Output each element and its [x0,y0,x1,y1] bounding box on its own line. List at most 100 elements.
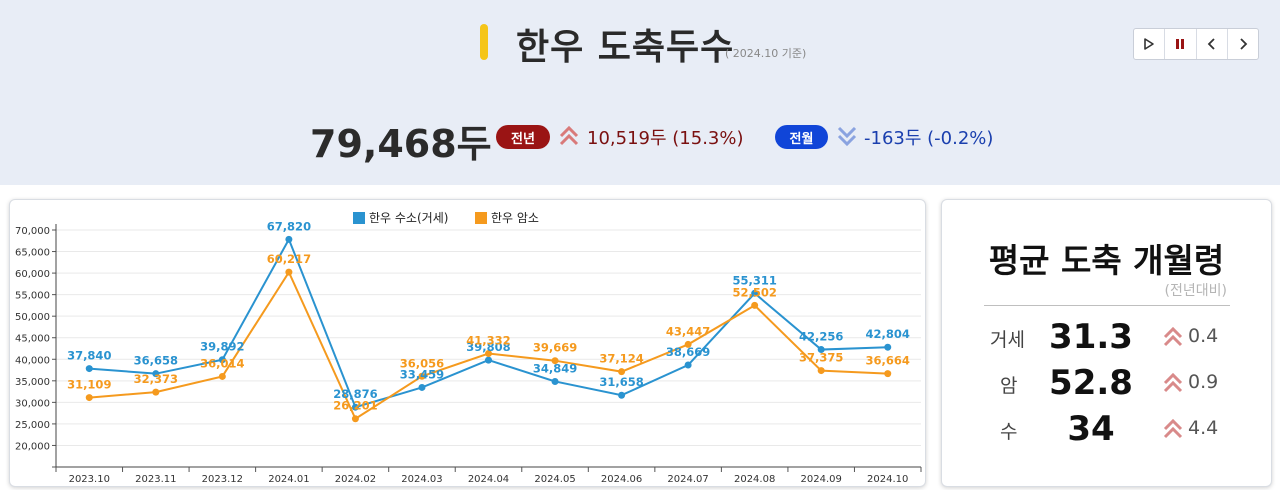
data-point [618,368,626,376]
line-chart-panel: 20,000 25,000 30,000 35,000 40,000 45,000 50,0… [9,199,926,487]
series-line [89,237,888,409]
x-tick-label: 2023.12 [202,474,243,485]
data-point [485,356,492,364]
stat-row-steer: 거세 31.3 0.4 [942,317,1271,357]
average-age-panel: 평균 도축 개월령 (전년대비) 거세 31.3 0.4 암 52.8 0.9 … [941,199,1272,487]
playback-controls [1133,28,1259,60]
legend-swatch [353,212,365,224]
title-accent-bar [480,24,488,60]
data-label: 67,820 [267,219,311,233]
x-tick-label: 2024.02 [335,474,376,485]
data-point [418,372,426,380]
stat-delta: 0.4 [1188,325,1219,347]
stat-row-cow: 암 52.8 0.9 [942,363,1271,403]
line-chart: 20,000 25,000 30,000 35,000 40,000 45,000 50,0… [15,211,922,485]
data-point [817,346,825,354]
data-label: 39,669 [533,341,577,355]
data-point [85,394,93,402]
legend-label: 한우 암소 [491,211,539,225]
data-point [152,388,160,396]
prev-year-delta: 10,519두 (15.3%) [587,128,744,149]
stat-value: 34 [1067,409,1115,449]
data-point [884,343,892,351]
data-label: 37,124 [599,352,643,366]
x-tick-label: 2023.11 [135,474,176,485]
prev-month-delta: -163두 (-0.2%) [864,128,994,149]
data-point [285,268,293,276]
data-label: 36,664 [866,354,910,368]
data-point [285,235,293,243]
average-age-title: 평균 도축 개월령 [988,241,1225,280]
data-point [884,370,892,378]
x-tick-label: 2024.07 [667,474,708,485]
data-label: 39,808 [466,340,510,354]
stat-value: 52.8 [1049,363,1133,403]
divider [984,305,1230,306]
stat-value: 31.3 [1049,317,1133,357]
data-label: 36,056 [400,356,444,370]
data-label: 31,109 [67,378,111,392]
prev-month-badge: 전월 [775,125,828,149]
data-point [418,383,426,391]
data-point [684,361,692,369]
data-label: 36,658 [134,354,178,368]
data-label: 33,459 [400,367,444,381]
data-label: 42,804 [866,327,910,341]
y-tick-label: 50,000 [15,312,50,323]
x-tick-label: 2024.03 [401,474,442,485]
data-label: 28,876 [333,387,377,401]
y-tick-label: 55,000 [15,291,50,302]
data-point [152,370,160,378]
legend-swatch [475,212,487,224]
data-label: 37,840 [67,349,111,363]
data-label: 32,373 [134,372,178,386]
y-tick-label: 30,000 [15,398,50,409]
reference-date: ( 2024.10 기준) [725,47,807,60]
x-tick-label: 2024.09 [801,474,842,485]
data-label: 41,332 [466,334,510,348]
data-label: 26,201 [333,399,377,413]
data-label: 42,256 [799,330,843,344]
data-point [351,403,359,411]
data-point [751,301,759,309]
data-point [218,356,226,364]
data-label: 43,447 [666,324,710,338]
data-label: 60,217 [267,252,311,266]
y-tick-label: 20,000 [15,441,50,452]
data-point [351,415,359,423]
prev-year-badge: 전년 [496,125,550,149]
data-label: 38,669 [666,345,710,359]
y-tick-label: 65,000 [15,248,50,259]
data-point [817,367,825,375]
data-point [751,289,759,297]
x-tick-label: 2024.01 [268,474,309,485]
data-point [618,391,626,399]
double-chevron-up-icon [1163,372,1183,393]
data-label: 37,375 [799,351,843,365]
play-icon [1144,38,1154,50]
double-chevron-up-icon [559,125,579,146]
y-tick-label: 35,000 [15,377,50,388]
x-tick-label: 2024.10 [867,474,908,485]
chevron-right-icon [1240,38,1248,50]
x-tick-label: 2024.06 [601,474,642,485]
pause-icon [1176,39,1185,49]
stat-delta: 4.4 [1188,417,1219,439]
pause-button[interactable] [1165,29,1197,59]
stat-label: 암 [1000,375,1018,397]
y-tick-label: 25,000 [15,420,50,431]
stat-row-bull: 수 34 4.4 [942,409,1271,449]
average-age-subtitle: (전년대비) [1164,283,1227,299]
data-label: 34,849 [533,361,577,375]
stat-label: 거세 [990,329,1025,351]
y-tick-label: 60,000 [15,269,50,280]
next-button[interactable] [1228,29,1258,59]
prev-button[interactable] [1197,29,1228,59]
play-button[interactable] [1134,29,1166,59]
chevron-left-icon [1207,38,1215,50]
double-chevron-up-icon [1163,326,1183,347]
data-label: 31,658 [599,375,643,389]
x-tick-label: 2023.10 [69,474,110,485]
x-tick-label: 2024.08 [734,474,775,485]
data-point [551,357,559,365]
